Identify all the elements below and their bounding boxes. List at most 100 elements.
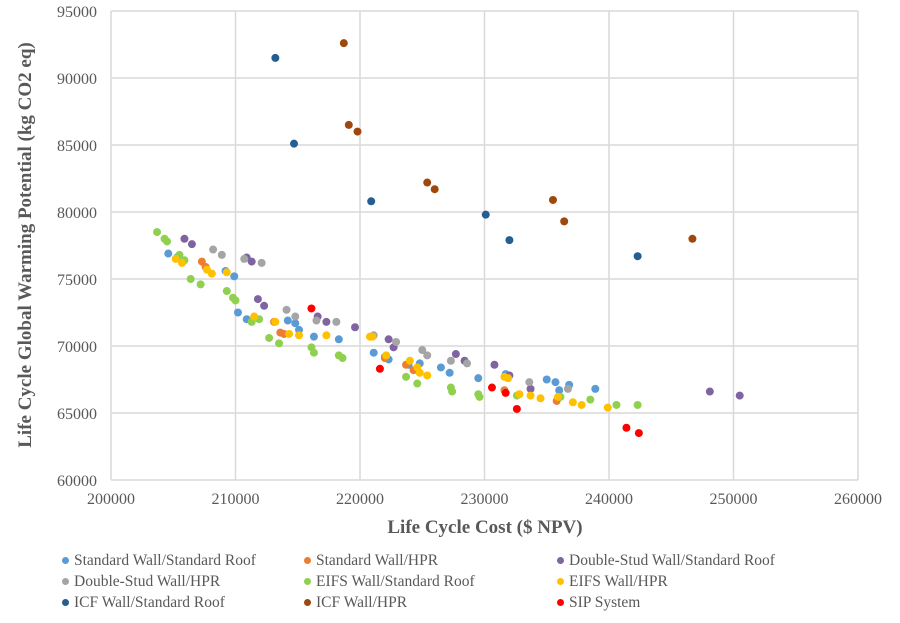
data-point [217,250,226,259]
data-point [526,384,535,393]
legend-label: EIFS Wall/Standard Roof [316,572,475,590]
data-point [563,384,572,393]
data-point [474,374,483,383]
series-sip-system [307,304,643,438]
data-point [705,387,714,396]
data-point [240,254,249,263]
data-point [353,127,362,136]
data-point [536,394,545,403]
data-point [322,317,331,326]
x-axis-title: Life Cycle Cost ($ NPV) [387,517,582,538]
data-point [344,120,353,129]
series-icf-wall-standard-roof [271,53,642,261]
data-point [275,339,284,348]
data-point [271,53,280,62]
legend-label: SIP System [569,593,641,611]
data-point [560,217,569,226]
data-point [285,329,294,338]
legend-marker-icon [304,578,311,585]
data-point [382,351,391,360]
data-point [375,364,384,373]
series-icf-wall-hpr [339,39,697,243]
legend-label: Standard Wall/HPR [316,551,439,569]
data-point [568,398,577,407]
legend-item: Double-Stud Wall/Standard Roof [557,550,877,571]
data-point [542,375,551,384]
data-point [475,392,484,401]
data-point [612,400,621,409]
y-tick-label: 90000 [57,71,97,88]
data-point [735,391,744,400]
legend-item: ICF Wall/HPR [304,592,557,613]
data-point [445,368,454,377]
data-point [186,275,195,283]
legend-label: ICF Wall/Standard Roof [74,593,225,611]
data-point [369,348,378,357]
data-point [423,351,432,360]
legend-item: Standard Wall/HPR [304,550,557,571]
data-point [526,391,535,400]
data-point [451,350,460,359]
data-point [309,348,318,357]
data-point [250,312,259,321]
data-point [603,403,612,412]
x-axis-ticks: 200000 210000 220000 230000 240000 250000 2600… [87,491,882,508]
y-tick-label: 60000 [57,473,97,490]
data-point [430,185,439,194]
legend-item: EIFS Wall/Standard Roof [304,571,557,592]
data-point [294,331,303,340]
legend: Standard Wall/Standard Roof Standard Wall… [62,550,892,613]
data-point [233,308,242,317]
data-point [413,379,422,388]
data-point [504,374,513,383]
legend-item: SIP System [557,592,877,613]
data-point [312,316,321,325]
data-point [577,400,586,409]
legend-marker-icon [62,557,69,564]
legend-label: Standard Wall/Standard Roof [74,551,256,569]
legend-label: Double-Stud Wall/HPR [74,572,221,590]
data-point [290,139,299,148]
data-point [207,269,216,278]
legend-item: Double-Stud Wall/HPR [62,571,304,592]
legend-label: EIFS Wall/HPR [569,572,668,590]
data-point [688,234,697,243]
legend-item: EIFS Wall/HPR [557,571,877,592]
data-point [153,228,162,237]
data-point [209,245,218,254]
x-tick-label: 240000 [585,491,633,508]
data-point [309,332,318,341]
y-tick-label: 70000 [57,339,97,356]
data-point [283,316,292,325]
data-point [307,304,316,313]
x-tick-label: 250000 [710,491,758,508]
data-point [446,356,455,365]
data-point [505,236,514,245]
data-point [367,197,376,206]
x-tick-label: 220000 [336,491,384,508]
legend-marker-icon [304,557,311,564]
y-tick-label: 95000 [57,4,97,21]
data-point [633,400,642,409]
data-point [332,317,341,326]
legend-marker-icon [557,578,564,585]
data-point [586,395,595,404]
series-double-stud-wall-hpr [209,245,572,393]
data-point [351,323,360,332]
data-point [291,312,300,321]
y-tick-label: 80000 [57,205,97,222]
legend-marker-icon [557,599,564,606]
data-point [423,178,432,187]
data-point [423,371,432,380]
data-point [448,387,457,396]
y-axis-title: Life Cycle Global Warming Potential (kg … [15,42,36,448]
data-point [180,234,189,243]
x-tick-label: 230000 [461,491,509,508]
data-point [334,335,343,344]
data-points [153,39,744,438]
x-tick-label: 210000 [212,491,260,508]
data-point [222,287,231,296]
series-eifs-wall-standard-roof [153,228,642,409]
x-tick-label: 260000 [834,491,882,508]
data-point [515,390,524,399]
